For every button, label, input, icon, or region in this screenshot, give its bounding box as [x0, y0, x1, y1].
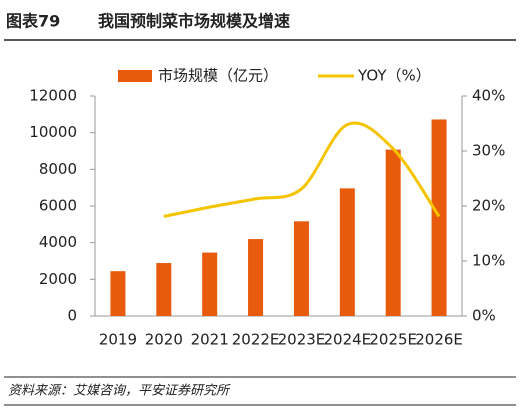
x-tick-label: 2019	[99, 331, 137, 349]
bar	[431, 119, 447, 316]
y-tick-label: 2000	[39, 270, 77, 288]
y2-tick-label: 10%	[472, 252, 505, 270]
legend-label: 市场规模（亿元）	[158, 67, 278, 85]
bar	[385, 149, 401, 316]
chart-title: 我国预制菜市场规模及增速	[98, 12, 290, 31]
y-tick-label: 10000	[29, 123, 77, 141]
y-tick-label: 12000	[29, 87, 77, 105]
legend-label: YOY（%）	[357, 67, 431, 85]
bar	[339, 188, 355, 316]
x-tick-label: 2022E	[232, 331, 280, 349]
line	[163, 121, 441, 218]
x-tick-label: 2021	[191, 331, 229, 349]
bar	[248, 239, 264, 316]
y2-tick-label: 0%	[472, 307, 496, 325]
bar	[110, 271, 126, 316]
y-tick-label: 0	[67, 307, 77, 325]
y2-tick-label: 30%	[472, 142, 505, 160]
bar	[293, 221, 309, 316]
x-tick-label: 2020	[145, 331, 183, 349]
x-tick-label: 2024E	[323, 331, 371, 349]
source: 资料来源：艾媒咨询，平安证券研究所	[8, 383, 231, 399]
figure-label: 图表79	[6, 12, 60, 31]
x-tick-label: 2025E	[369, 331, 417, 349]
y2-tick-label: 40%	[472, 87, 505, 105]
x-tick-label: 2026E	[415, 331, 463, 349]
y-tick-label: 6000	[39, 197, 77, 215]
y-tick-label: 8000	[39, 160, 77, 178]
legend-swatch	[118, 70, 152, 82]
bar	[156, 263, 172, 316]
y2-tick-label: 20%	[472, 197, 505, 215]
x-tick-label: 2023E	[278, 331, 326, 349]
bar	[202, 252, 218, 316]
y-tick-label: 4000	[39, 233, 77, 251]
